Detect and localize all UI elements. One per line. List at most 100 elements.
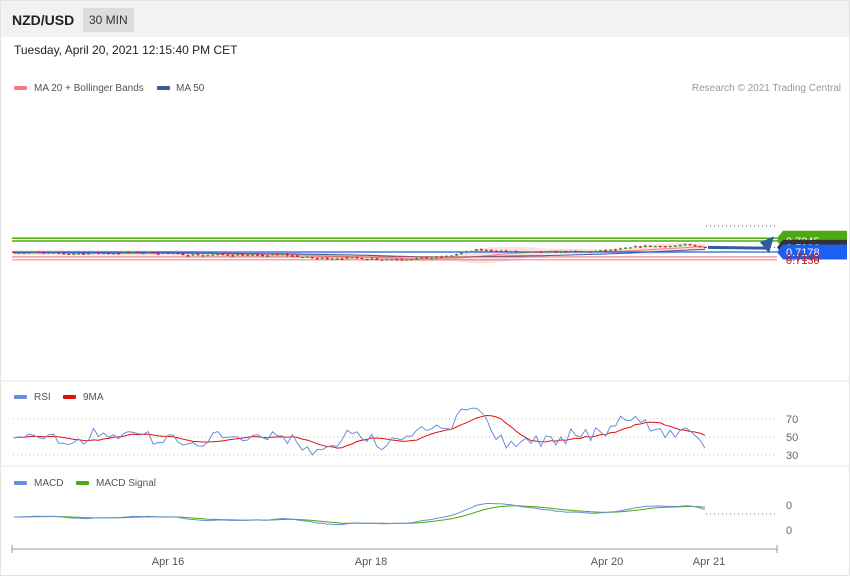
candle-body (648, 245, 652, 247)
candle-body (355, 257, 359, 259)
candle-body (345, 257, 349, 259)
candle-body (256, 254, 260, 256)
candle-body (87, 253, 91, 255)
candle-body (320, 257, 324, 260)
candle-body (435, 256, 439, 258)
macd-tick-0-upper: 0 (786, 500, 792, 512)
candle-body (534, 251, 538, 253)
candle-body (549, 251, 553, 253)
macd-tick-0-lower: 0 (786, 525, 792, 537)
candle-body (440, 256, 444, 258)
candle-body (633, 246, 637, 248)
legend-rsi-swatch (14, 395, 27, 399)
candle-body (529, 251, 533, 253)
candle-body (236, 254, 240, 256)
candle-body (57, 252, 61, 254)
legend-macd-label: MACD (34, 478, 63, 489)
candle-body (37, 252, 41, 254)
forecast-arrow (707, 236, 774, 254)
candle-body (201, 255, 205, 257)
candle-body (106, 253, 110, 255)
candle-body (126, 252, 130, 254)
candle-body (241, 254, 245, 256)
candle-body (176, 253, 180, 255)
candle-body (92, 252, 96, 254)
candle-body (628, 247, 632, 249)
candle-body (400, 259, 404, 261)
candle-body (280, 254, 284, 256)
candle-body (380, 259, 384, 261)
candle-body (385, 259, 389, 261)
macd-line (13, 503, 706, 526)
candle-body (285, 254, 289, 256)
x-label-apr18: Apr 18 (355, 556, 387, 568)
pair-title: NZD/USD (12, 12, 75, 28)
level-label: 0.7178 (786, 247, 820, 259)
candle-body (17, 252, 21, 254)
bollinger-band (14, 242, 705, 264)
candle-body (524, 251, 528, 253)
legend-macd-signal-swatch (76, 481, 89, 485)
candle-body (171, 253, 175, 255)
candle-body (275, 254, 279, 256)
candle-body (121, 252, 125, 254)
candle-body (266, 255, 270, 257)
candle-body (589, 251, 593, 253)
candle-body (420, 257, 424, 259)
level-label: 0.7148 (786, 252, 820, 264)
candle-body (504, 250, 508, 252)
candle-body (395, 259, 399, 261)
candle-body (509, 250, 513, 253)
candle-body (653, 245, 657, 248)
candle-body (474, 249, 478, 252)
candle-body (415, 258, 419, 260)
candle-body (454, 254, 458, 256)
candle-body (703, 246, 707, 249)
candle-body (370, 258, 374, 260)
timeframe-button[interactable]: 30 MIN (83, 8, 134, 32)
candle-body (638, 246, 642, 248)
candle-body (300, 256, 304, 259)
candle-body (614, 249, 618, 251)
candle-body (489, 249, 493, 252)
candle-body (584, 251, 588, 253)
candle-body (544, 251, 548, 253)
candle-body (305, 256, 309, 258)
candle-body (116, 253, 120, 255)
candle-body (216, 254, 220, 256)
candle-body (12, 252, 16, 254)
candle-body (569, 250, 573, 253)
candle-body (539, 251, 543, 253)
rsi-tick-50: 50 (786, 432, 798, 444)
candle-body (335, 258, 339, 260)
candle-body (136, 251, 140, 254)
candle-body (365, 258, 369, 261)
candle-body (574, 250, 578, 253)
candle-body (604, 250, 608, 252)
timestamp: Tuesday, April 20, 2021 12:15:40 PM CET (14, 43, 238, 57)
candle-body (484, 249, 488, 252)
candle-body (72, 253, 76, 255)
candle-body (101, 253, 105, 255)
candle-body (390, 259, 394, 261)
copyright-text: Research © 2021 Trading Central (692, 83, 841, 94)
candle-body (430, 257, 434, 260)
candle-body (643, 245, 647, 248)
candle-body (62, 253, 66, 255)
top-bar: NZD/USD 30 MIN (1, 1, 849, 37)
candle-body (663, 246, 667, 248)
candle-body (22, 252, 26, 254)
candle-body (181, 253, 185, 256)
candle-body (609, 249, 613, 251)
candle-body (340, 258, 344, 260)
candle-body (32, 252, 36, 254)
candle-body (459, 252, 463, 255)
candle-body (444, 255, 448, 258)
candle-body (52, 252, 56, 254)
candle-body (111, 253, 115, 255)
candle-body (618, 248, 622, 250)
legend-9ma-swatch (63, 395, 76, 399)
